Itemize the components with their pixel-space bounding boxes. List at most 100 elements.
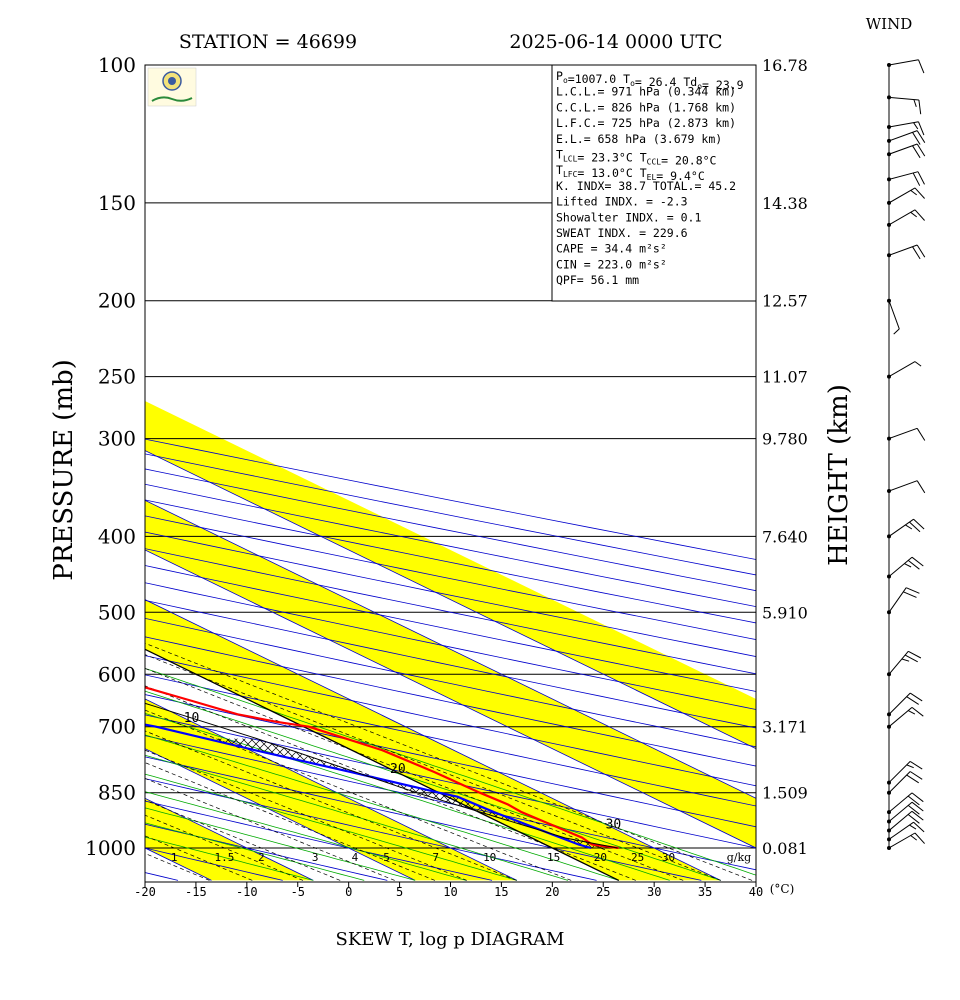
index-text: Showalter INDX. = 0.1 [556,210,701,224]
wind-barb-staff [888,59,919,66]
index-text: P [556,69,563,83]
dry-adiabats [145,438,756,881]
height-tick-label: 1.509 [762,784,808,803]
wind-barb-staff [888,692,911,715]
dry-adiabat [145,735,756,871]
isotherm-label: 20 [390,762,406,777]
height-tick-label: 14.38 [762,194,808,213]
wind-barb-feather [911,707,924,717]
wind-barb-feather [918,59,925,74]
wind-barb-feather [913,99,917,107]
wind-barb-feather [918,99,922,115]
wind-barb-feather [909,771,923,780]
dry-adiabat [145,531,756,657]
index-subscript: o [697,82,702,91]
index-box-background [551,64,757,302]
wind-barb-feather [907,814,920,824]
wind-title: WIND [866,15,913,33]
index-line: K. INDX= 38.7 TOTAL.= 45.2 [556,179,736,193]
wind-barb-feather [910,835,918,841]
isotherm-labels: -90-80-70-60-50-40-30-20-100102030 [184,711,622,832]
height-tick-label: 9.780 [762,430,808,449]
wind-barb-feather [908,650,922,659]
temp-tick-label: -10 [236,885,258,899]
index-line: E.L.= 658 hPa (3.679 km) [556,132,722,146]
index-line: Lifted INDX. = -2.3 [556,195,688,209]
temp-tick-label: 0 [345,885,352,899]
wind-barb-staff [888,832,916,849]
wind-barb-feather [909,692,923,702]
wind-barb-feather [909,521,921,533]
mixing-ratio-label: 25 [631,851,644,864]
index-text: =1007.0 T [568,72,630,86]
wind-barb-feather [917,171,925,185]
wind-barb-feather [905,524,913,530]
index-line: TLCL= 23.3°C TCCL= 20.8°C [556,148,717,168]
mixing-unit-label: g/kg [727,851,751,864]
mixing-ratio-line [145,654,721,881]
wind-barb-feather [907,795,920,806]
wind-barb-staff [888,556,913,577]
dry-adiabat [145,617,756,748]
temp-tick-label: -15 [185,885,207,899]
wind-barb-feather [912,145,921,159]
moist-adiabat [145,807,416,881]
temperature-line [145,686,619,850]
station-label: STATION = 46699 [179,31,357,53]
wind-barb-staff [888,810,913,831]
pressure-tick-label: 100 [98,53,136,77]
isotherm-bands [145,400,756,881]
mixing-ratio-line [145,749,468,881]
dry-adiabat [145,453,756,576]
wind-barb-feather [913,122,919,130]
index-line: C.C.L.= 826 hPa (1.768 km) [556,100,736,114]
pressure-tick-label: 300 [98,427,136,451]
isotherm-line [0,29,8,880]
moist-adiabat [145,791,467,881]
wind-barb-staff [888,361,916,378]
wind-barb-feather [904,563,912,568]
mixing-ratio-labels: 0.7 1 1.5 2 3 4 5 7 10 15 20 25 30 [171,851,675,864]
isotherm-line [145,648,619,881]
wind-barb-feather [911,801,924,812]
mixing-ratio-label: 5 [383,851,390,864]
index-line: L.F.C.= 725 hPa (2.873 km) [556,116,736,130]
wind-barb-staff [888,821,914,840]
index-subscript: EL [647,173,657,182]
mixing-ratio-label: 4 [352,851,359,864]
dry-adiabat [145,674,756,807]
pressure-tick-label: 850 [98,781,136,805]
isotherm-label: 10 [184,711,200,726]
index-line: Po=1007.0 To= 26.4 Tdo= 23.9 [556,69,744,92]
wind-barb-staff [888,121,919,128]
isotherm-line [145,599,721,881]
index-subscript: o [630,79,635,88]
wind-barb-feather [914,832,925,844]
wind-barb-staff [888,300,900,330]
pressure-tick-label: 1000 [85,836,136,860]
wind-barb-feather [912,246,921,260]
wind-barb-staff [888,707,913,728]
index-text: L.C.L.= 971 hPa (0.344 km) [556,85,736,99]
moist-adiabat [145,773,518,881]
index-text: C.C.L.= 826 hPa (1.768 km) [556,100,736,114]
index-text: = 23.3°C T [577,151,646,165]
dry-adiabat [145,655,756,787]
wind-barb-feather [914,209,925,221]
isotherm-band [145,500,756,849]
wind-barb-staff [888,518,914,537]
height-tick-label: 3.171 [762,718,808,737]
mixing-ratio-label: 7 [432,851,439,864]
wind-barb-staff [888,480,918,492]
index-subscript: o [563,76,568,85]
dry-adiabat [145,714,756,849]
index-subscript: CCL [647,158,662,167]
isotherm-line [145,499,756,799]
wind-barb-feather [916,428,926,441]
wind-barb-staff [888,427,918,440]
index-text: = 23.9 [702,78,744,92]
wind-barb-feather [907,710,916,715]
pressure-tick-label: 500 [98,600,136,624]
pressure-tick-label: 400 [98,524,136,548]
index-text: K. INDX= 38.7 TOTAL.= 45.2 [556,179,736,193]
